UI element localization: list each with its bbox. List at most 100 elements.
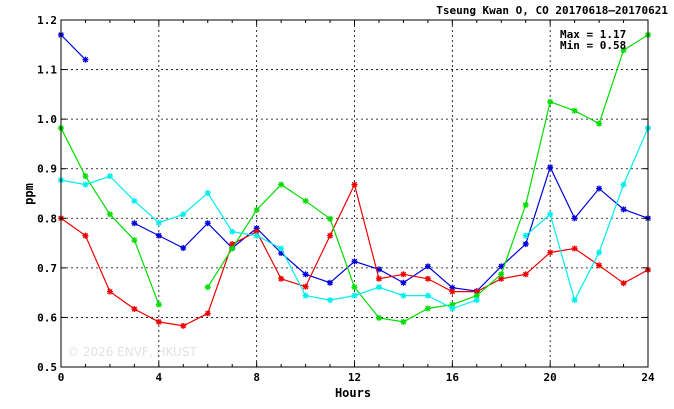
data-point — [180, 211, 187, 218]
series-line — [60, 34, 86, 61]
data-point — [424, 275, 431, 282]
data-point — [106, 211, 113, 218]
y-tick-label: 0.8 — [37, 212, 57, 225]
data-point — [547, 211, 554, 218]
data-point — [473, 292, 480, 299]
data-point — [571, 297, 578, 304]
data-point — [253, 225, 260, 232]
data-point — [473, 288, 480, 295]
data-series — [58, 31, 651, 329]
series-3 — [58, 31, 651, 325]
data-point — [596, 262, 603, 269]
data-point — [498, 275, 505, 282]
data-point — [253, 228, 260, 235]
series-2 — [58, 181, 651, 329]
data-point — [473, 297, 480, 304]
series-line — [525, 127, 649, 302]
data-point — [351, 284, 358, 291]
data-point — [302, 271, 309, 278]
x-tick-label: 12 — [348, 371, 361, 384]
data-point — [547, 98, 554, 105]
data-point — [229, 228, 236, 235]
data-point — [620, 181, 627, 188]
y-tick-label: 0.7 — [37, 262, 57, 275]
data-point — [278, 249, 285, 256]
y-tick-label: 0.9 — [37, 163, 57, 176]
y-tick-label: 1.0 — [37, 113, 57, 126]
data-point — [375, 314, 382, 321]
chart-title: Tseung Kwan O, CO 20170618–20170621 — [436, 4, 668, 17]
data-point — [620, 280, 627, 287]
data-point — [571, 107, 578, 114]
x-tick-label: 20 — [544, 371, 557, 384]
data-point — [400, 271, 407, 278]
data-point — [327, 232, 334, 239]
data-point — [82, 173, 89, 180]
data-point — [253, 206, 260, 213]
data-point — [253, 232, 260, 239]
min-stat: Min = 0.58 — [560, 39, 626, 52]
x-tick-label: 8 — [253, 371, 260, 384]
data-point — [424, 292, 431, 299]
data-point — [522, 241, 529, 248]
data-point — [375, 266, 382, 273]
data-point — [400, 318, 407, 325]
data-point — [155, 219, 162, 226]
data-point — [596, 185, 603, 192]
y-tick-label: 0.5 — [37, 361, 57, 374]
data-point — [400, 292, 407, 299]
data-point — [204, 220, 211, 227]
data-point — [449, 284, 456, 291]
copyright-watermark: © 2026 ENVF, HKUST — [67, 345, 197, 359]
data-point — [229, 241, 236, 248]
data-point — [351, 258, 358, 265]
data-point — [522, 201, 529, 208]
data-point — [155, 318, 162, 325]
data-point — [424, 263, 431, 270]
data-point — [620, 206, 627, 213]
data-point — [596, 249, 603, 256]
data-point — [106, 288, 113, 295]
data-point — [375, 275, 382, 282]
data-point — [82, 181, 89, 188]
data-point — [106, 173, 113, 180]
data-point — [547, 249, 554, 256]
data-point — [327, 297, 334, 304]
data-point — [302, 197, 309, 204]
data-point — [327, 215, 334, 222]
x-tick-label: 24 — [641, 371, 655, 384]
data-point — [571, 245, 578, 252]
data-point — [498, 263, 505, 270]
data-point — [375, 284, 382, 291]
data-point — [131, 197, 138, 204]
data-point — [155, 232, 162, 239]
series-line — [134, 165, 649, 292]
y-tick-label: 1.2 — [37, 14, 57, 27]
data-point — [180, 322, 187, 329]
data-point — [400, 279, 407, 286]
data-point — [204, 284, 211, 291]
data-point — [596, 120, 603, 127]
data-point — [424, 305, 431, 312]
max-stat: Max = 1.17 — [560, 28, 626, 41]
x-tick-label: 16 — [446, 371, 460, 384]
data-point — [547, 164, 554, 171]
data-point — [204, 310, 211, 317]
y-tick-label: 0.6 — [37, 311, 57, 324]
data-point — [522, 232, 529, 239]
x-tick-label: 4 — [156, 371, 163, 384]
y-axis-title: ppm — [22, 183, 36, 205]
data-point — [522, 271, 529, 278]
data-point — [302, 283, 309, 290]
data-point — [498, 271, 505, 278]
data-point — [131, 306, 138, 313]
data-point — [82, 56, 89, 63]
data-point — [449, 288, 456, 295]
data-point — [131, 237, 138, 244]
data-point — [82, 232, 89, 239]
x-axis-title: Hours — [335, 386, 371, 400]
y-tick-label: 1.1 — [37, 64, 57, 77]
data-point — [155, 301, 162, 308]
data-point — [180, 245, 187, 252]
data-point — [351, 292, 358, 299]
